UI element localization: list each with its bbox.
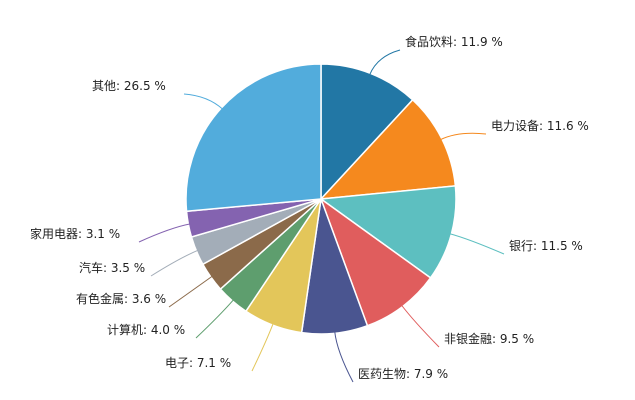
leader-line-2 <box>449 233 505 255</box>
leader-line-8 <box>150 249 199 277</box>
pie-slices <box>185 63 457 335</box>
slice-label-4: 医药生物: 7.9 % <box>358 367 448 381</box>
slice-label-5: 电子: 7.1 % <box>165 356 231 370</box>
slice-label-1: 电力设备: 11.6 % <box>491 119 589 133</box>
leader-line-1 <box>439 132 487 141</box>
leader-line-7 <box>168 275 213 308</box>
slice-label-0: 食品饮料: 11.9 % <box>405 34 503 49</box>
slice-label-8: 汽车: 3.5 % <box>79 260 145 275</box>
slice-label-2: 银行: 11.5 % <box>509 239 583 253</box>
leader-line-10 <box>183 93 224 110</box>
slice-labels: 食品饮料: 11.9 % 电力设备: 11.6 % 银行: 11.5 % 非银金融: … <box>30 34 589 381</box>
slice-label-3: 非银金融: 9.5 % <box>444 331 534 346</box>
slice-label-6: 计算机: 4.0 % <box>107 322 185 337</box>
slice-label-9: 家用电器: 3.1 % <box>30 226 120 241</box>
leader-line-5 <box>251 323 274 372</box>
slice-label-10: 其他: 26.5 % <box>92 79 166 93</box>
leader-line-6 <box>195 299 235 339</box>
leader-line-0 <box>369 49 401 76</box>
slice-label-7: 有色金属: 3.6 % <box>76 291 166 306</box>
pie-slice-10[interactable] <box>185 63 322 213</box>
leader-line-3 <box>401 304 440 348</box>
leader-lines <box>138 49 505 383</box>
leader-line-9 <box>138 223 191 243</box>
leader-line-4 <box>334 331 354 383</box>
